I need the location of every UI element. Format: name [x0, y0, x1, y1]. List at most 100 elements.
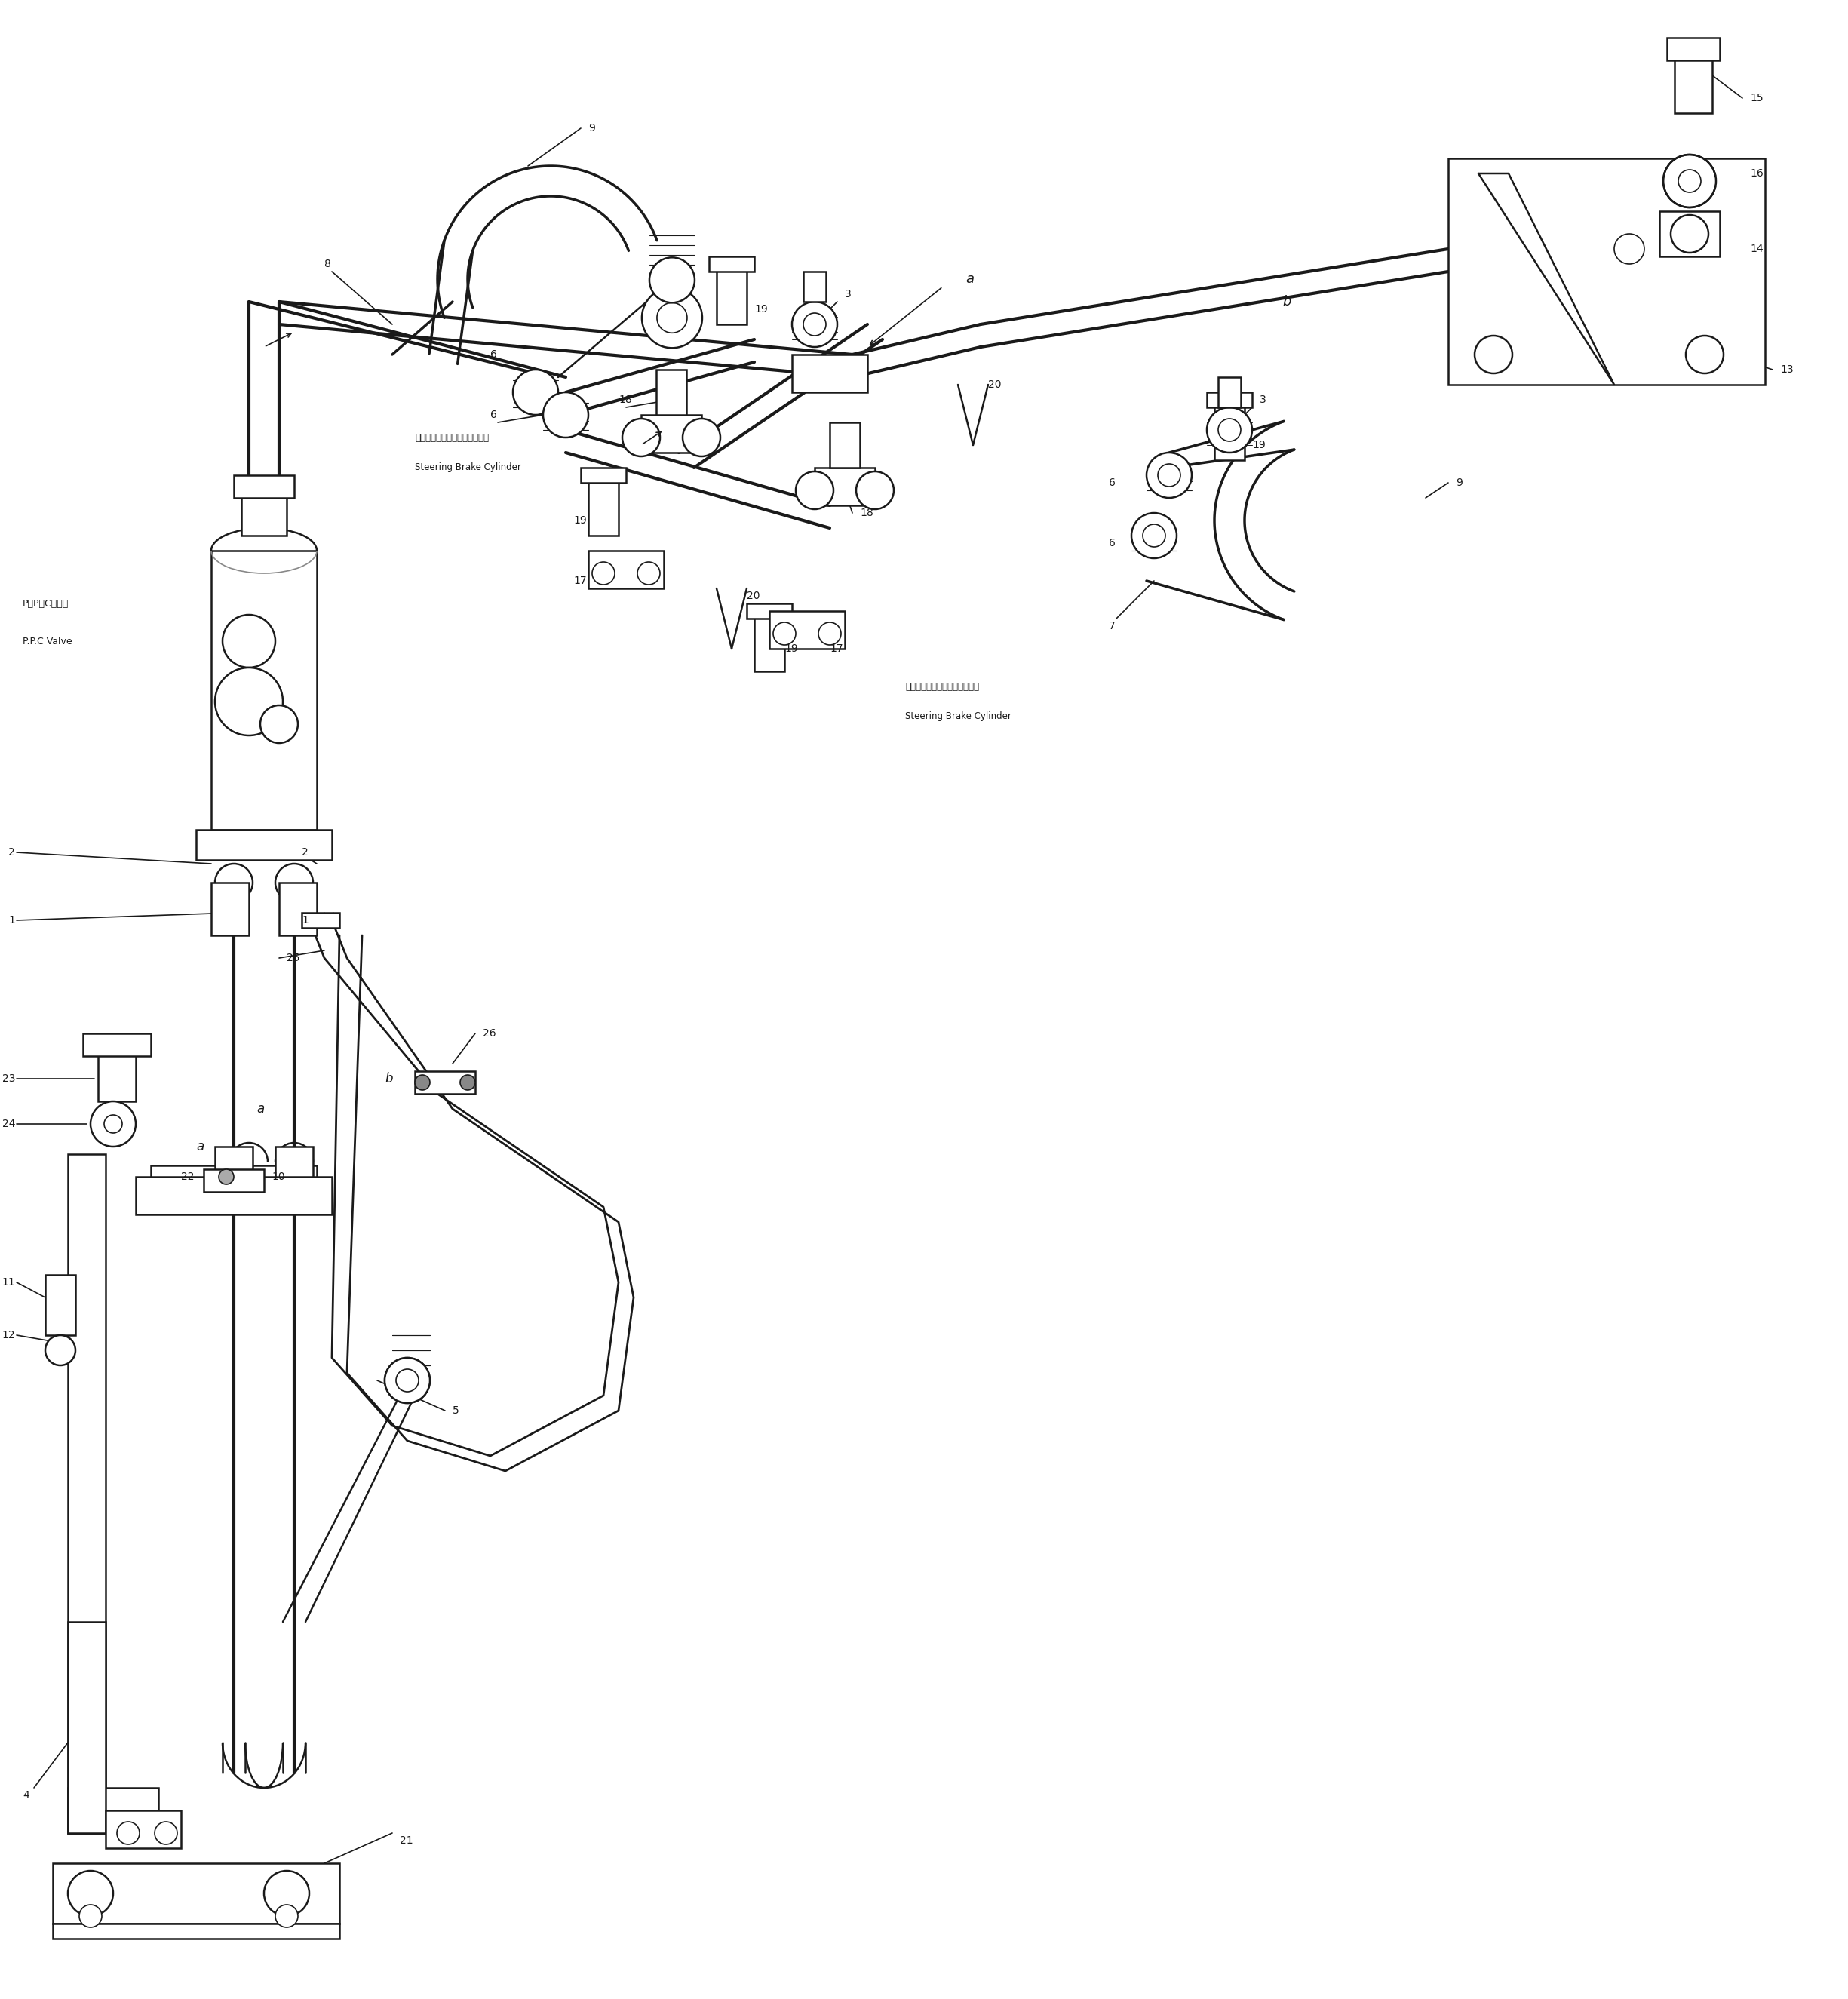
Circle shape	[1678, 170, 1700, 192]
Text: 17: 17	[830, 644, 843, 654]
Bar	[203, 1169, 264, 1191]
Circle shape	[772, 622, 796, 646]
Bar	[214, 1147, 253, 1191]
Text: 7: 7	[1109, 622, 1116, 632]
Circle shape	[793, 302, 837, 348]
Circle shape	[264, 1871, 309, 1915]
Text: 15: 15	[1750, 92, 1763, 104]
Bar	[279, 884, 316, 936]
Bar	[793, 354, 867, 392]
Text: 14: 14	[1750, 244, 1763, 254]
Bar	[580, 468, 626, 484]
Bar	[242, 498, 286, 536]
Bar	[68, 1153, 105, 1833]
Circle shape	[68, 1871, 113, 1915]
Text: b: b	[384, 1071, 392, 1085]
Circle shape	[682, 418, 721, 456]
Circle shape	[638, 562, 660, 584]
Circle shape	[1218, 418, 1240, 442]
Text: 6: 6	[1109, 538, 1116, 548]
Text: 4: 4	[22, 1789, 30, 1801]
Text: 21: 21	[399, 1835, 414, 1845]
Bar	[656, 370, 686, 416]
Text: 8: 8	[325, 258, 331, 270]
Bar	[588, 476, 619, 536]
Bar	[710, 256, 754, 272]
Circle shape	[275, 864, 312, 902]
Circle shape	[1142, 524, 1166, 548]
Text: 5: 5	[453, 1405, 458, 1415]
Text: Steering Brake Cylinder: Steering Brake Cylinder	[414, 464, 521, 472]
Circle shape	[384, 1357, 431, 1403]
Bar	[301, 914, 340, 928]
Bar	[68, 1621, 105, 1833]
Circle shape	[819, 622, 841, 646]
Bar	[83, 1033, 152, 1055]
Circle shape	[1131, 514, 1177, 558]
Text: 12: 12	[2, 1329, 15, 1341]
Text: P．P．Cバルブ: P．P．Cバルブ	[22, 598, 68, 608]
Text: a: a	[965, 272, 974, 286]
Circle shape	[218, 1169, 235, 1183]
Bar	[414, 1071, 475, 1093]
Bar	[1660, 212, 1720, 256]
Text: 19: 19	[573, 516, 586, 526]
Bar	[1667, 38, 1720, 60]
Circle shape	[1207, 408, 1253, 452]
Text: 13: 13	[1780, 364, 1793, 376]
Text: a: a	[196, 1139, 203, 1153]
Text: 6: 6	[490, 410, 497, 420]
Circle shape	[91, 1101, 135, 1147]
Circle shape	[1685, 336, 1724, 374]
Circle shape	[1671, 216, 1708, 252]
Circle shape	[222, 616, 275, 668]
Circle shape	[804, 314, 826, 336]
Bar	[152, 1165, 316, 1191]
Text: 26: 26	[482, 1027, 495, 1039]
Text: 18: 18	[859, 508, 874, 518]
Text: 2: 2	[301, 848, 309, 858]
Bar	[68, 1787, 159, 1833]
Text: 9: 9	[1456, 478, 1462, 488]
Text: 23: 23	[2, 1073, 15, 1083]
Bar	[830, 422, 859, 468]
Circle shape	[1146, 452, 1192, 498]
Circle shape	[591, 562, 615, 584]
Bar	[1674, 52, 1713, 114]
Text: 17: 17	[573, 576, 586, 586]
Circle shape	[214, 864, 253, 902]
Bar	[754, 612, 784, 672]
Text: 24: 24	[2, 1119, 15, 1129]
Text: a: a	[257, 1101, 264, 1115]
Bar	[815, 468, 874, 506]
Bar	[275, 1147, 312, 1191]
Bar	[769, 612, 845, 650]
Text: Steering Brake Cylinder: Steering Brake Cylinder	[906, 712, 1011, 722]
Bar	[105, 1811, 181, 1849]
Circle shape	[543, 392, 588, 438]
Bar	[196, 830, 333, 860]
Text: 19: 19	[784, 644, 798, 654]
Text: 19: 19	[1253, 440, 1266, 450]
Bar	[804, 272, 826, 302]
Circle shape	[155, 1821, 177, 1845]
Text: 6: 6	[1109, 478, 1116, 488]
Circle shape	[1663, 154, 1717, 208]
Text: 2: 2	[9, 848, 15, 858]
Bar	[588, 550, 663, 588]
Circle shape	[395, 1369, 419, 1391]
Bar	[1214, 400, 1244, 460]
Bar	[135, 1177, 333, 1215]
Text: 25: 25	[286, 954, 299, 964]
Text: ステアリングブレーキシリンダ: ステアリングブレーキシリンダ	[414, 432, 488, 442]
Bar	[1207, 392, 1253, 408]
Text: 22: 22	[181, 1171, 194, 1181]
Text: 9: 9	[588, 124, 595, 134]
Circle shape	[103, 1115, 122, 1133]
Circle shape	[79, 1905, 102, 1927]
Circle shape	[649, 258, 695, 302]
Bar	[54, 1863, 340, 1923]
Circle shape	[1613, 234, 1645, 264]
Text: b: b	[1283, 296, 1292, 308]
Circle shape	[796, 472, 833, 510]
